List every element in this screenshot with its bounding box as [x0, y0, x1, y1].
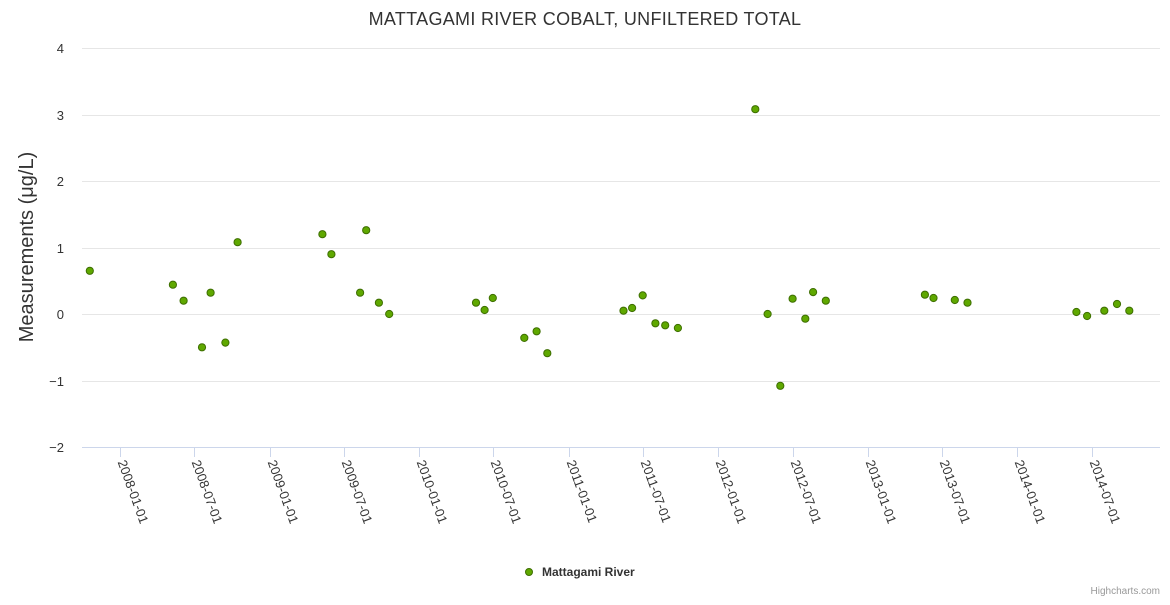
- data-point[interactable]: [963, 298, 972, 307]
- data-point[interactable]: [233, 238, 242, 247]
- y-axis-ticks: 4 3 2 1 0 −1 −2: [49, 41, 64, 455]
- x-tick-label: 2008-07-01: [189, 458, 226, 526]
- data-point[interactable]: [950, 295, 959, 305]
- x-tick-label: 2009-01-01: [265, 458, 302, 526]
- data-point[interactable]: [1125, 306, 1134, 315]
- grid-lines: [82, 48, 1160, 382]
- data-point[interactable]: [638, 291, 647, 300]
- data-point[interactable]: [543, 349, 552, 358]
- data-point[interactable]: [356, 288, 365, 297]
- data-point[interactable]: [628, 303, 637, 313]
- data-point[interactable]: [520, 333, 529, 342]
- data-point[interactable]: [85, 266, 94, 275]
- data-point[interactable]: [168, 280, 177, 289]
- data-point[interactable]: [1100, 306, 1109, 315]
- credits[interactable]: Highcharts.com: [1091, 586, 1160, 597]
- y-tick-label: 3: [57, 108, 64, 123]
- x-tick-label: 2014-01-01: [1012, 458, 1049, 526]
- data-point[interactable]: [327, 250, 336, 259]
- data-point[interactable]: [809, 288, 818, 297]
- data-point[interactable]: [801, 314, 810, 323]
- data-point[interactable]: [763, 309, 772, 319]
- chart-title: MATTAGAMI RIVER COBALT, UNFILTERED TOTAL: [369, 9, 802, 29]
- data-point[interactable]: [1072, 307, 1081, 317]
- x-tick-label: 2012-07-01: [788, 458, 825, 526]
- x-tick-label: 2013-07-01: [937, 458, 974, 526]
- x-tick-label: 2014-07-01: [1087, 458, 1124, 526]
- data-point[interactable]: [673, 323, 683, 333]
- data-point[interactable]: [1083, 311, 1092, 321]
- x-tick-label: 2008-01-01: [115, 458, 152, 526]
- data-point[interactable]: [197, 343, 207, 352]
- data-point[interactable]: [532, 327, 541, 336]
- data-point[interactable]: [221, 338, 230, 347]
- data-point[interactable]: [788, 294, 797, 303]
- y-tick-label: 1: [57, 241, 64, 256]
- x-tick-label: 2010-07-01: [488, 458, 525, 526]
- data-point[interactable]: [929, 293, 938, 303]
- y-tick-label: −1: [49, 374, 64, 389]
- data-point[interactable]: [661, 321, 670, 330]
- y-tick-label: −2: [49, 440, 64, 455]
- y-tick-label: 0: [57, 307, 64, 322]
- x-axis: 2008-01-01 2008-07-01 2009-01-01 2009-07-01…: [82, 447, 1160, 526]
- y-tick-label: 4: [57, 41, 64, 56]
- data-point[interactable]: [619, 306, 628, 315]
- data-point[interactable]: [751, 105, 760, 114]
- x-tick-label: 2009-07-01: [339, 458, 376, 526]
- data-point[interactable]: [651, 319, 660, 328]
- data-point[interactable]: [480, 305, 489, 315]
- data-point[interactable]: [179, 296, 188, 305]
- legend[interactable]: Mattagami River: [525, 565, 636, 579]
- x-tick-label: 2013-01-01: [863, 458, 900, 526]
- data-point[interactable]: [374, 298, 383, 307]
- legend-label[interactable]: Mattagami River: [542, 565, 635, 579]
- x-tick-label: 2011-01-01: [564, 458, 601, 525]
- data-point[interactable]: [776, 381, 785, 390]
- data-point[interactable]: [206, 288, 215, 297]
- legend-marker: [525, 568, 533, 576]
- data-points[interactable]: [85, 105, 1134, 390]
- data-point[interactable]: [920, 290, 930, 299]
- data-point[interactable]: [471, 298, 481, 307]
- x-tick-label: 2012-01-01: [713, 458, 750, 526]
- data-point[interactable]: [821, 296, 830, 305]
- data-point[interactable]: [318, 230, 327, 239]
- x-tick-label: 2011-07-01: [638, 458, 675, 525]
- y-tick-label: 2: [57, 174, 64, 189]
- data-point[interactable]: [488, 293, 497, 303]
- y-axis-title: Measurements (μg/L): [16, 152, 38, 342]
- data-point[interactable]: [362, 226, 371, 235]
- data-point[interactable]: [385, 309, 394, 319]
- data-point[interactable]: [1112, 299, 1122, 309]
- x-tick-label: 2010-01-01: [414, 458, 451, 526]
